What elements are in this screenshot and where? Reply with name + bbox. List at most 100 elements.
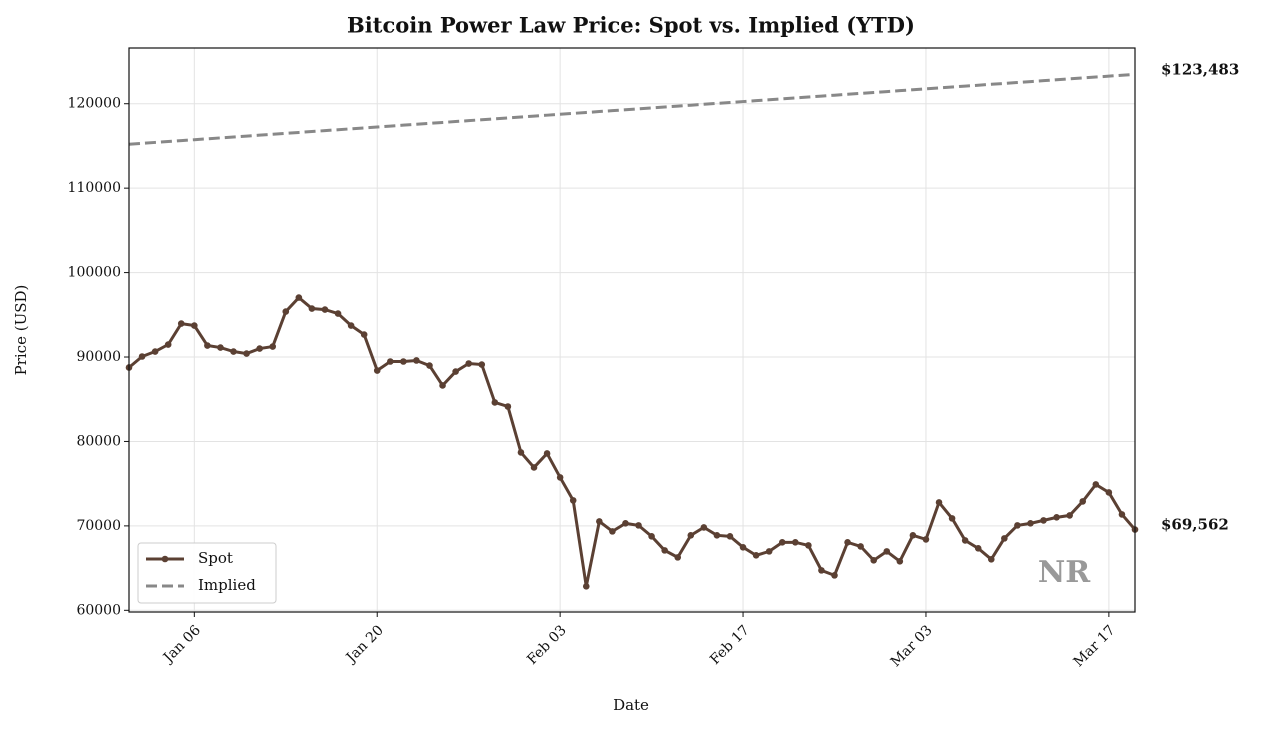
data-point bbox=[831, 572, 838, 579]
data-point bbox=[687, 532, 695, 539]
data-point bbox=[439, 382, 446, 389]
x-tick-label: Feb 03 bbox=[524, 622, 570, 668]
data-point bbox=[243, 350, 250, 357]
end-value-label: $123,483 bbox=[1161, 60, 1239, 78]
data-point bbox=[778, 539, 786, 546]
y-tick-label: 60000 bbox=[76, 602, 121, 618]
data-point bbox=[1040, 517, 1047, 524]
data-point bbox=[269, 343, 277, 350]
data-point bbox=[530, 464, 538, 471]
data-point bbox=[334, 310, 342, 317]
data-point bbox=[426, 362, 433, 369]
y-tick-label: 90000 bbox=[76, 349, 121, 365]
data-point bbox=[465, 360, 472, 367]
data-point bbox=[609, 528, 616, 535]
data-point bbox=[896, 558, 904, 565]
grid bbox=[129, 48, 1135, 612]
x-tick-label: Mar 03 bbox=[888, 622, 936, 670]
legend-label: Spot bbox=[198, 549, 233, 567]
data-point bbox=[765, 548, 773, 555]
data-point bbox=[935, 499, 943, 506]
data-point bbox=[1105, 489, 1113, 496]
x-tick-label: Mar 17 bbox=[1071, 622, 1119, 670]
plot-frame bbox=[128, 47, 1136, 613]
y-tick-label: 80000 bbox=[76, 433, 121, 449]
data-point bbox=[151, 348, 159, 355]
legend-label: Implied bbox=[198, 576, 256, 594]
data-point bbox=[504, 403, 512, 410]
data-point bbox=[400, 358, 407, 365]
data-point bbox=[1001, 535, 1008, 542]
data-point bbox=[1066, 512, 1073, 519]
data-point bbox=[1079, 498, 1087, 505]
data-point bbox=[386, 358, 394, 365]
data-point bbox=[478, 361, 486, 368]
end-value-label: $69,562 bbox=[1161, 516, 1229, 534]
data-point bbox=[321, 306, 329, 313]
data-point bbox=[164, 341, 172, 348]
data-point bbox=[230, 348, 237, 355]
y-tick-label: 110000 bbox=[68, 180, 121, 196]
data-point bbox=[974, 545, 982, 552]
data-point bbox=[138, 353, 146, 360]
legend: Spot Implied bbox=[137, 542, 277, 604]
data-point bbox=[661, 547, 668, 554]
data-point bbox=[648, 533, 655, 540]
data-point bbox=[191, 322, 198, 329]
plot-area bbox=[125, 72, 1139, 590]
y-tick-label: 120000 bbox=[68, 96, 121, 112]
y-axis-label: Price (USD) bbox=[12, 285, 30, 376]
data-point bbox=[204, 342, 211, 349]
data-point bbox=[883, 548, 891, 555]
data-point bbox=[622, 520, 629, 527]
data-point bbox=[1014, 522, 1021, 529]
data-point bbox=[569, 497, 577, 504]
data-point bbox=[1092, 481, 1100, 488]
data-point bbox=[726, 533, 734, 540]
data-point bbox=[987, 556, 995, 563]
data-point bbox=[792, 539, 799, 546]
x-axis-label: Date bbox=[613, 696, 649, 714]
x-tick-label: Feb 17 bbox=[707, 622, 753, 668]
data-point bbox=[857, 543, 864, 550]
data-point bbox=[373, 367, 381, 374]
data-point bbox=[1118, 511, 1126, 518]
data-point bbox=[308, 305, 316, 312]
data-point bbox=[752, 552, 760, 559]
data-point bbox=[1053, 514, 1060, 521]
data-point bbox=[961, 537, 969, 544]
data-point bbox=[700, 524, 708, 531]
data-point bbox=[295, 294, 303, 301]
x-tick-label: Jan 20 bbox=[342, 622, 387, 667]
data-point bbox=[517, 449, 525, 456]
data-point bbox=[596, 518, 603, 525]
data-point bbox=[413, 357, 420, 364]
data-point bbox=[674, 554, 682, 561]
series-line bbox=[128, 72, 1136, 146]
data-point bbox=[870, 557, 878, 564]
data-point bbox=[217, 344, 224, 351]
y-tick-label: 70000 bbox=[76, 518, 121, 534]
watermark: NR bbox=[1038, 555, 1091, 590]
data-point bbox=[909, 532, 917, 539]
data-point bbox=[948, 515, 956, 522]
data-point bbox=[360, 331, 368, 338]
data-point bbox=[1027, 520, 1034, 527]
series-line bbox=[128, 295, 1137, 587]
legend-marker bbox=[161, 555, 169, 563]
data-point bbox=[491, 399, 499, 406]
data-point bbox=[347, 322, 355, 329]
y-tick-label: 100000 bbox=[68, 265, 121, 281]
x-tick-label: Jan 06 bbox=[159, 622, 204, 667]
data-point bbox=[282, 308, 290, 315]
data-point bbox=[739, 544, 747, 551]
data-point bbox=[818, 567, 825, 574]
data-point bbox=[543, 450, 551, 457]
data-point bbox=[635, 522, 642, 529]
data-point bbox=[922, 536, 930, 543]
data-point bbox=[582, 583, 590, 590]
data-point bbox=[256, 345, 263, 352]
data-point bbox=[844, 539, 851, 546]
data-point bbox=[452, 368, 459, 375]
